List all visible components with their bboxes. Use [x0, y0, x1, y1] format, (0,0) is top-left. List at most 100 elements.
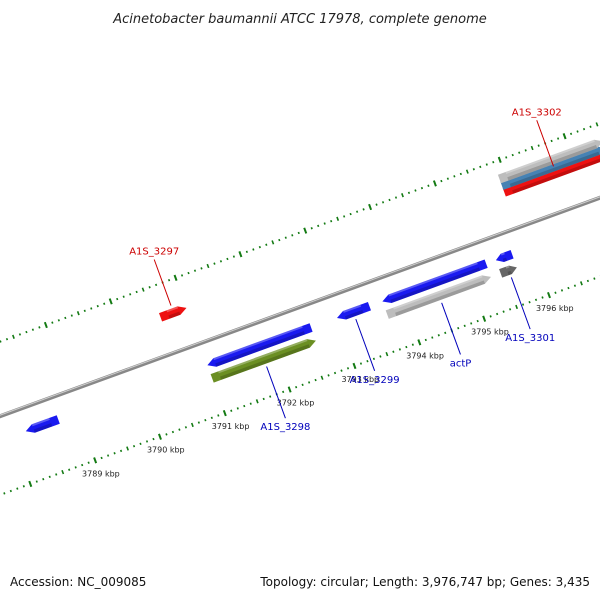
tick-mark	[589, 125, 592, 128]
tick-mark	[206, 263, 210, 269]
tick-mark	[314, 378, 317, 382]
tick-mark	[557, 137, 560, 140]
feature-arrow	[337, 302, 371, 320]
tick-mark	[38, 326, 41, 329]
tick-label-3789: 3789 kbp	[82, 469, 120, 478]
feature-arrow	[502, 153, 600, 197]
feature-arrow	[210, 339, 316, 383]
tick-mark	[534, 298, 538, 302]
tick-mark	[282, 390, 285, 394]
tick-labels: 3789 kbp 3790 kbp 3791 kbp 3792 kbp 3793 kbp…	[82, 304, 574, 478]
tick-mark	[226, 257, 229, 261]
feature-highlight	[166, 306, 179, 313]
tick-mark	[567, 286, 570, 290]
tick-mark	[550, 139, 553, 143]
tick-mark	[381, 201, 385, 204]
leader-line	[355, 318, 376, 371]
tick-mark	[0, 340, 2, 343]
tick-mark	[103, 302, 106, 305]
tick-mark	[394, 196, 398, 199]
map-area: 3789 kbp 3790 kbp 3791 kbp 3792 kbp 3793 kbp…	[0, 107, 600, 495]
genome-backbone	[0, 195, 600, 419]
feature-highlight	[505, 265, 510, 269]
tick-mark	[204, 418, 207, 422]
tick-mark	[210, 416, 213, 420]
feature-shade	[215, 331, 306, 367]
tick-mark	[411, 343, 414, 346]
gene-feature	[207, 323, 313, 367]
tick-mark	[310, 227, 313, 230]
tick-mark	[145, 440, 149, 443]
tick-mark	[579, 281, 583, 286]
map-title: Acinetobacter baumannii ATCC 17978, comp…	[112, 12, 487, 27]
tick-mark	[31, 328, 35, 331]
feature-highlight	[500, 252, 505, 256]
tick-mark	[249, 402, 252, 405]
gene-label-A1S_3298: A1S_3298	[260, 422, 310, 433]
tick-mark	[327, 374, 330, 377]
tick-mark	[366, 359, 369, 363]
feature-arrow	[497, 139, 600, 184]
tick-mark	[301, 383, 304, 387]
tick-label-3790: 3790 kbp	[147, 446, 185, 455]
tick-mark	[258, 245, 261, 249]
tick-mark	[554, 291, 557, 294]
gene-feature	[385, 275, 491, 319]
tick-mark	[291, 234, 294, 237]
tick-mark	[48, 475, 51, 479]
tick-mark	[427, 184, 430, 187]
tick-mark	[68, 468, 71, 471]
tick-mark	[560, 289, 564, 292]
tick-mark	[323, 222, 326, 225]
tick-mark	[90, 307, 93, 310]
tick-mark	[113, 452, 116, 455]
tick-mark	[530, 145, 534, 151]
tick-mark	[492, 160, 495, 164]
tick-mark	[515, 304, 519, 310]
tick-mark	[61, 469, 65, 475]
tick-mark	[18, 333, 22, 336]
feature-highlight	[218, 339, 308, 374]
tick-mark	[385, 351, 389, 357]
tick-mark	[287, 386, 292, 393]
tick-mark	[70, 314, 73, 317]
tick-mark	[320, 375, 324, 380]
tick-mark	[245, 250, 248, 254]
tick-mark	[81, 463, 84, 467]
gene-feature	[159, 306, 187, 322]
tick-mark	[129, 293, 132, 296]
tick-mark	[346, 367, 350, 370]
genome-summary-text: Topology: circular; Length: 3,976,747 bp…	[259, 575, 590, 589]
tick-mark	[509, 308, 512, 311]
tick-mark	[43, 321, 48, 329]
feature-shade	[395, 280, 485, 317]
gene-feature	[495, 250, 514, 262]
leader-line	[510, 277, 531, 330]
feature-arrow	[499, 265, 517, 278]
tick-mark	[222, 409, 227, 417]
feature-shade	[33, 423, 53, 433]
tick-mark	[213, 262, 216, 265]
leader-line	[266, 366, 286, 419]
tick-mark	[232, 255, 236, 258]
gene-labels: A1S_3297 A1S_3298 A1S_3299 actP A1S_3301 A1S_…	[129, 107, 562, 433]
tick-mark	[126, 446, 129, 451]
tick-mark	[96, 304, 99, 308]
tick-mark	[230, 409, 233, 412]
tick-mark	[22, 485, 25, 488]
tick-mark	[586, 279, 590, 283]
tick-mark	[135, 290, 138, 294]
tick-mark	[505, 156, 508, 159]
tick-mark	[444, 331, 447, 335]
tick-mark	[308, 381, 311, 384]
tick-mark	[465, 169, 469, 174]
leader-line	[441, 302, 461, 355]
tick-mark	[340, 369, 343, 372]
tick-mark	[528, 300, 531, 304]
tick-mark	[576, 130, 579, 133]
feature-shade	[344, 309, 364, 320]
tick-mark	[271, 240, 275, 245]
tick-mark	[336, 216, 340, 221]
tick-mark	[93, 457, 98, 464]
